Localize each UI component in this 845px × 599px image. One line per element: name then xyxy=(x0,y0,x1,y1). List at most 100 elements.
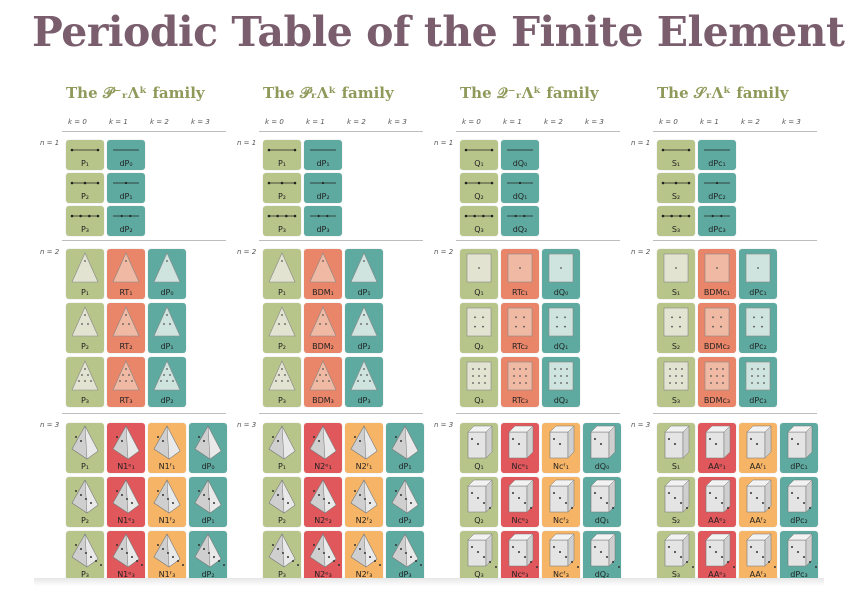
element-label: P₂ xyxy=(80,192,90,201)
element-tile: N2ᵉ₁ xyxy=(304,423,342,473)
element-label: AAᵉ₂ xyxy=(708,516,726,525)
element-tile: N1ᵉ₂ xyxy=(107,477,145,527)
element-tile: S₂ xyxy=(657,477,695,527)
n-label-1-2: n = 2 xyxy=(40,248,60,256)
k-label-2-1: k = 1 xyxy=(306,118,325,126)
element-diagram-icon xyxy=(309,306,337,337)
element-label: dPc₃ xyxy=(790,570,808,579)
element-tile: RTc₁ xyxy=(501,249,539,299)
element-tile: dP₃ xyxy=(386,531,424,581)
element-tile: AAᶠ₂ xyxy=(739,477,777,527)
n-label-1-3: n = 3 xyxy=(40,421,60,429)
k-label-1-1: k = 1 xyxy=(109,118,128,126)
element-label: dPc₂ xyxy=(790,516,808,525)
element-tile: dP₂ xyxy=(386,477,424,527)
element-label: dP₁ xyxy=(201,516,215,525)
element-diagram-icon xyxy=(153,306,181,337)
element-diagram-icon xyxy=(71,533,102,568)
element-diagram-icon xyxy=(71,252,99,283)
element-tile: dPc₁ xyxy=(698,140,736,170)
element-label: P₂ xyxy=(277,192,287,201)
element-label: N1ᶠ₁ xyxy=(158,462,176,471)
element-diagram-icon xyxy=(310,149,336,151)
element-label: S₁ xyxy=(671,288,681,297)
element-diagram-icon xyxy=(153,360,181,391)
element-tile: BDM₃ xyxy=(304,357,342,407)
element-diagram-icon xyxy=(350,252,378,283)
element-diagram-icon xyxy=(112,306,140,337)
element-label: Ncᶠ₁ xyxy=(553,462,569,471)
element-diagram-icon xyxy=(745,361,771,391)
element-diagram-icon xyxy=(507,307,533,337)
element-tile: BDMc₃ xyxy=(698,357,736,407)
element-diagram-icon xyxy=(745,253,771,283)
element-label: dP₁ xyxy=(357,288,371,297)
element-diagram-icon xyxy=(350,479,378,514)
element-label: S₁ xyxy=(671,462,681,471)
k-label-3-0: k = 0 xyxy=(462,118,481,126)
element-tile: dP₂ xyxy=(304,173,342,203)
element-tile: S₁ xyxy=(657,423,695,473)
element-tile: N1ᶠ₁ xyxy=(148,423,186,473)
element-tile: BDM₂ xyxy=(304,303,342,353)
element-tile: P₂ xyxy=(263,477,301,527)
element-tile: dPc₃ xyxy=(780,531,818,581)
element-tile: RTc₃ xyxy=(501,357,539,407)
element-diagram-icon xyxy=(787,425,813,459)
element-diagram-icon xyxy=(705,425,731,459)
element-diagram-icon xyxy=(746,479,772,513)
element-label: Q₂ xyxy=(474,192,484,201)
element-tile: dPc₃ xyxy=(739,357,777,407)
element-tile: Q₂ xyxy=(460,477,498,527)
element-tile: AAᶠ₃ xyxy=(739,531,777,581)
k-label-2-0: k = 0 xyxy=(265,118,284,126)
element-label: dP₀ xyxy=(119,159,133,168)
element-tile: dP₂ xyxy=(148,357,186,407)
element-tile: dPc₃ xyxy=(698,206,736,236)
divider-3-2 xyxy=(456,240,620,241)
element-label: S₂ xyxy=(671,342,681,351)
element-tile: P₁ xyxy=(263,249,301,299)
element-label: RT₁ xyxy=(119,288,133,297)
element-tile: AAᵉ₁ xyxy=(698,423,736,473)
element-tile: Ncᵉ₃ xyxy=(501,531,539,581)
element-label: BDMc₃ xyxy=(703,396,731,405)
element-diagram-icon xyxy=(268,360,296,391)
n-label-4-2: n = 2 xyxy=(631,248,651,256)
element-diagram-icon xyxy=(664,533,694,568)
element-tile: dQ₂ xyxy=(583,531,621,581)
element-label: dP₁ xyxy=(316,159,330,168)
element-diagram-icon xyxy=(590,425,616,459)
element-label: N1ᵉ₁ xyxy=(117,462,135,471)
element-diagram-icon xyxy=(664,425,690,459)
element-tile: P₃ xyxy=(66,357,104,407)
divider-3-3 xyxy=(456,413,620,414)
element-diagram-icon xyxy=(787,533,817,568)
element-tile: dP₃ xyxy=(345,357,383,407)
element-diagram-icon xyxy=(391,533,422,568)
element-label: N2ᵉ₁ xyxy=(314,462,332,471)
element-diagram-icon xyxy=(590,533,620,568)
element-label: P₃ xyxy=(80,225,90,234)
element-tile: BDMc₂ xyxy=(698,303,736,353)
k-label-2-3: k = 3 xyxy=(388,118,407,126)
element-diagram-icon xyxy=(704,149,730,151)
element-diagram-icon xyxy=(309,533,340,568)
element-diagram-icon xyxy=(590,479,616,513)
element-diagram-icon xyxy=(350,306,378,337)
element-diagram-icon xyxy=(464,148,494,152)
n-label-3-1: n = 1 xyxy=(434,139,454,147)
element-tile: S₃ xyxy=(657,531,695,581)
element-label: dP₂ xyxy=(357,342,371,351)
element-label: dQ₀ xyxy=(594,462,610,471)
divider-1-3 xyxy=(62,413,226,414)
element-label: Ncᶠ₃ xyxy=(553,570,569,579)
element-label: Q₂ xyxy=(474,342,484,351)
divider-2-1 xyxy=(259,131,423,132)
element-label: BDM₁ xyxy=(312,288,334,297)
element-label: BDMc₁ xyxy=(703,288,731,297)
element-tile: P₂ xyxy=(66,477,104,527)
element-label: N1ᵉ₂ xyxy=(117,516,135,525)
element-tile: RT₁ xyxy=(107,249,145,299)
